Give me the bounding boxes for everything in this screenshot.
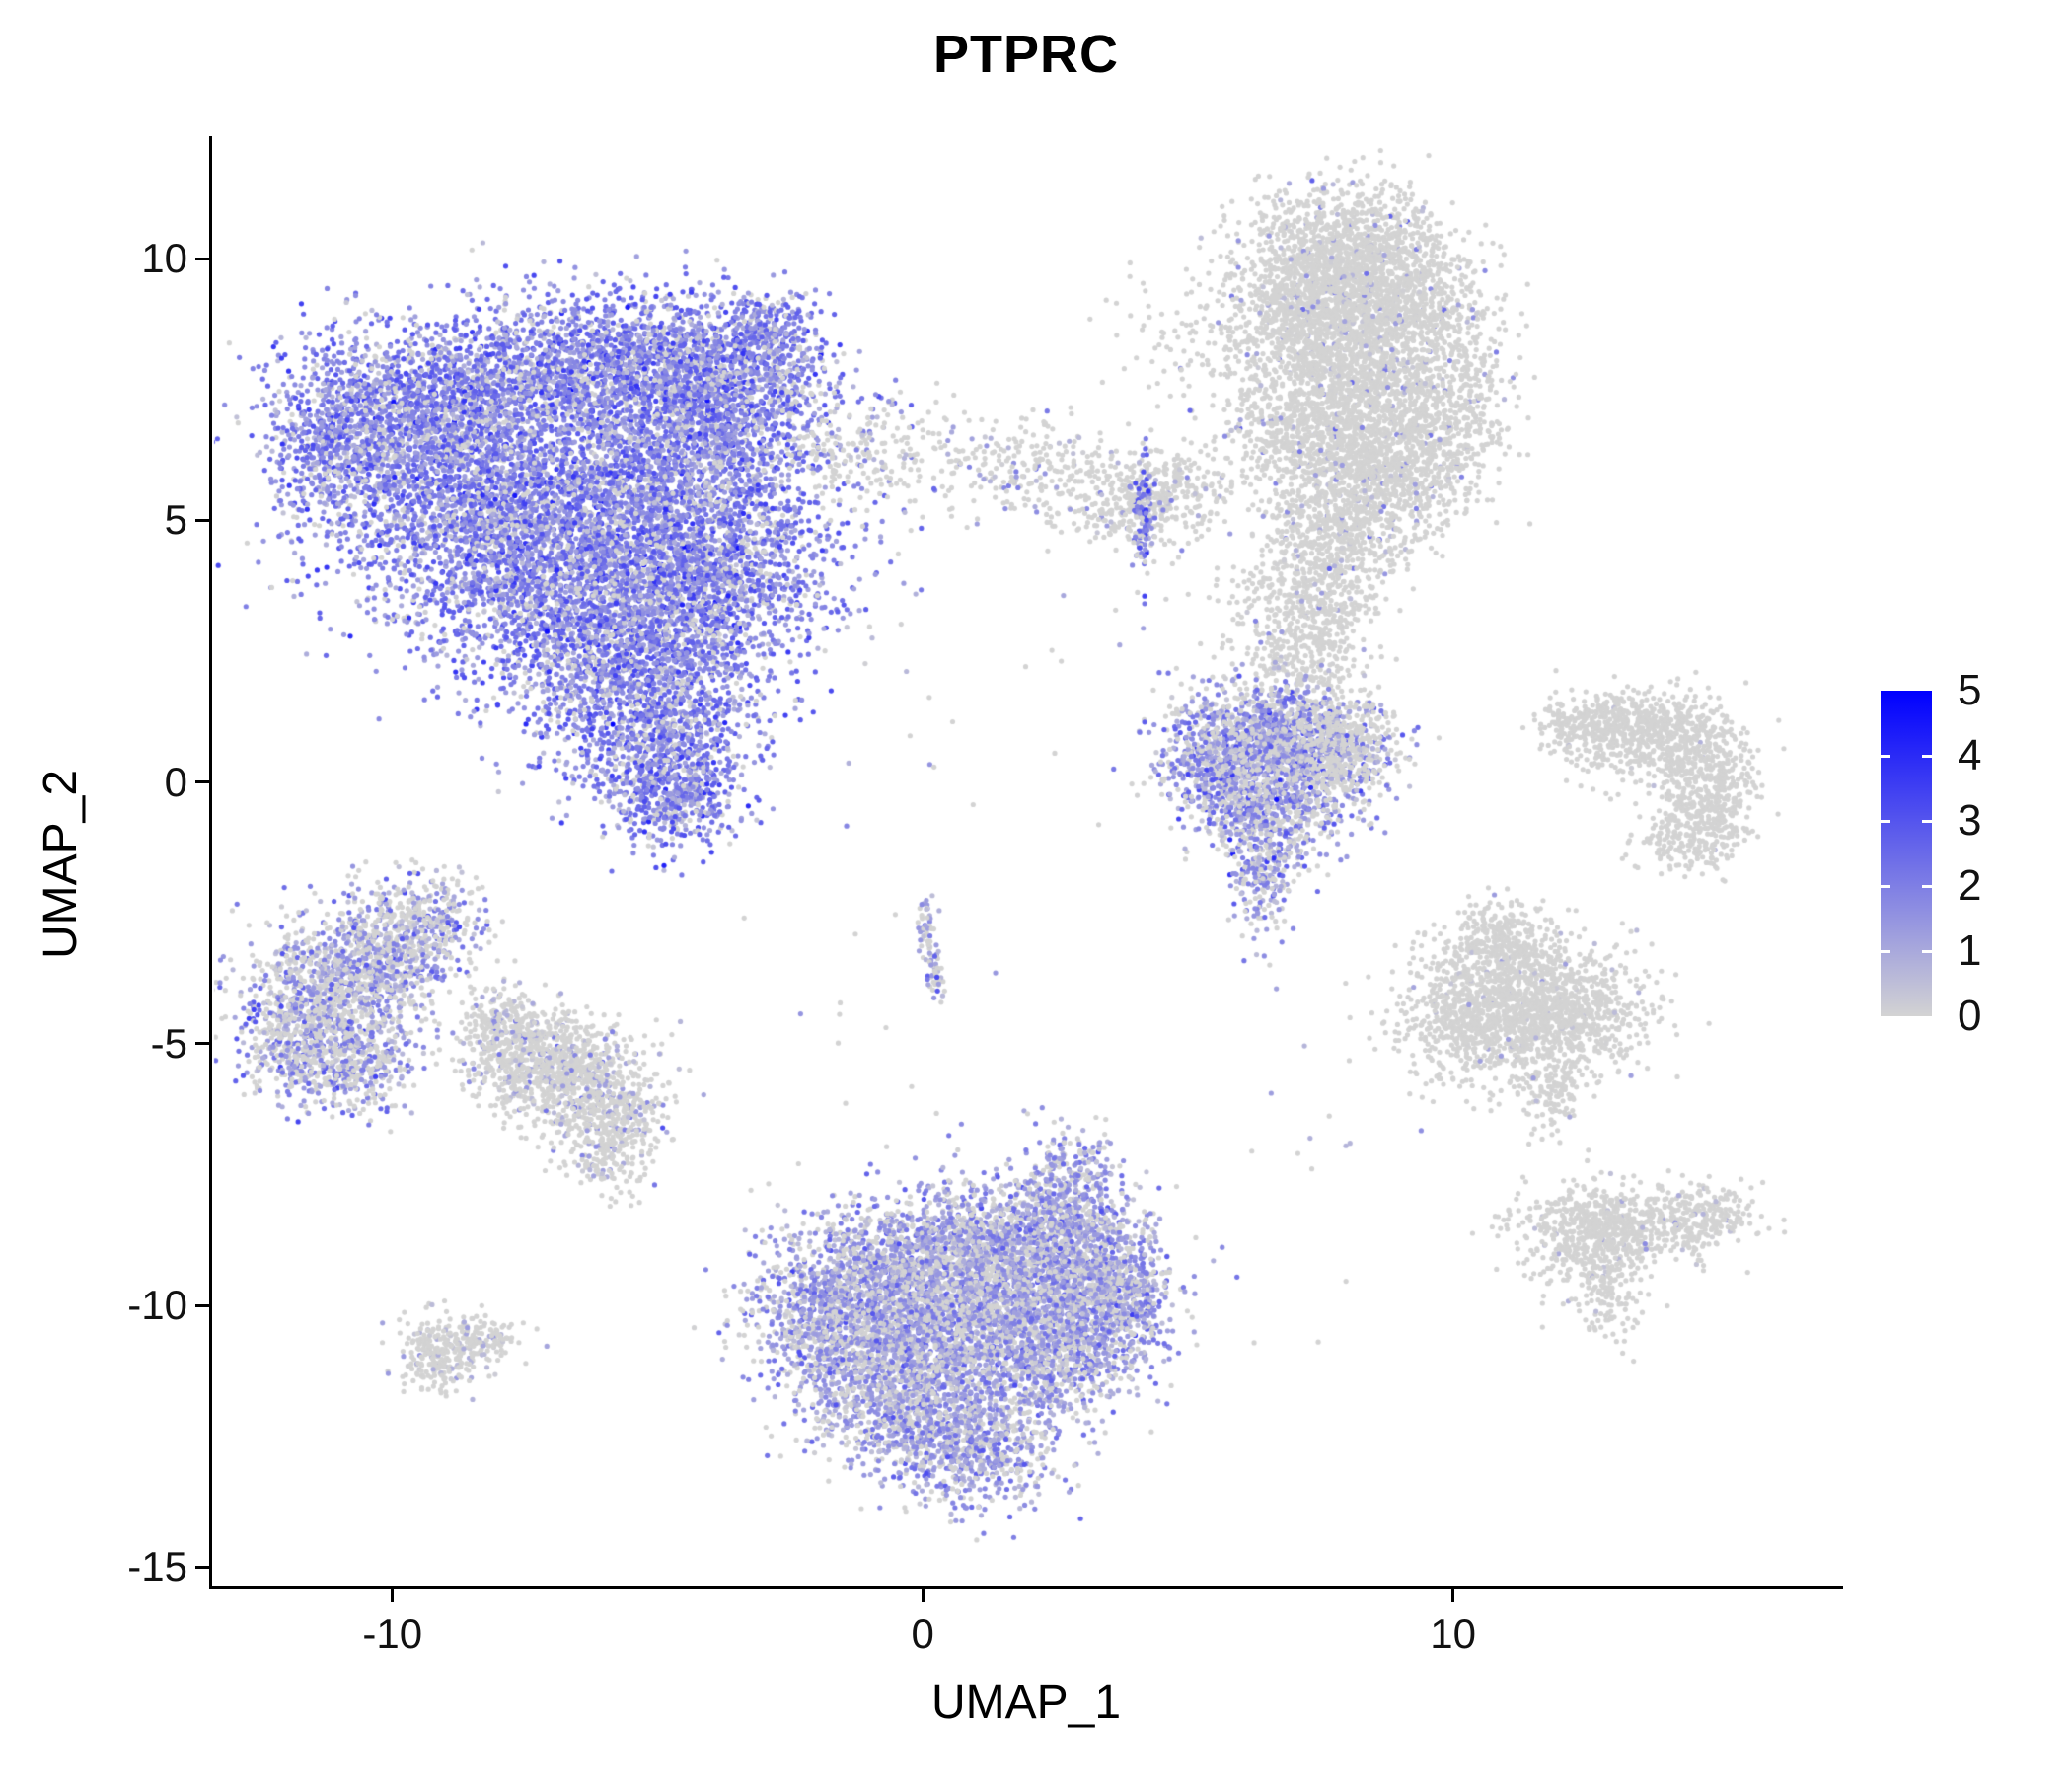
legend-tick-label: 3 [1958, 796, 1982, 845]
x-axis-tick-label: 10 [1430, 1610, 1476, 1657]
x-axis-tick-label: -10 [362, 1610, 423, 1657]
legend-tick-mark [1881, 949, 1890, 953]
y-axis-tick-label: -10 [127, 1282, 187, 1329]
y-axis-tick-mark [195, 1042, 209, 1046]
y-axis-tick-mark [195, 1565, 209, 1569]
y-axis-tick-label: 10 [141, 235, 187, 282]
x-axis-line [209, 1586, 1843, 1589]
legend-tick-label: 2 [1958, 861, 1982, 910]
x-axis-tick-mark [1451, 1589, 1455, 1602]
legend-tick-label: 5 [1958, 666, 1982, 714]
x-axis-tick-mark [391, 1589, 395, 1602]
x-axis-tick-label: 0 [911, 1610, 934, 1657]
legend-tick-mark [1922, 819, 1932, 823]
y-axis-tick-mark [195, 1303, 209, 1307]
legend-tick-mark [1922, 754, 1932, 758]
legend-gradient-bar [1881, 691, 1932, 1016]
y-axis-tick-mark [195, 257, 209, 260]
y-axis-tick-mark [195, 780, 209, 784]
y-axis-tick-label: 5 [164, 496, 187, 544]
y-axis-tick-label: -15 [127, 1543, 187, 1591]
legend-tick-mark [1881, 754, 1890, 758]
y-axis-line [209, 136, 212, 1589]
legend-tick-mark [1881, 884, 1890, 888]
legend-tick-mark [1922, 884, 1932, 888]
x-axis-title: UMAP_1 [930, 1676, 1122, 1729]
legend-tick-label: 1 [1958, 926, 1982, 975]
x-axis-tick-mark [921, 1589, 925, 1602]
legend-tick-mark [1881, 819, 1890, 823]
y-axis-tick-label: -5 [150, 1019, 187, 1067]
legend-tick-mark [1922, 949, 1932, 953]
y-axis-title: UMAP_2 [35, 769, 87, 960]
y-axis-tick-mark [195, 518, 209, 522]
y-axis-tick-label: 0 [164, 758, 187, 805]
legend-tick-label: 4 [1958, 731, 1982, 779]
legend-tick-label: 0 [1958, 992, 1982, 1040]
plot-title: PTPRC [932, 25, 1119, 84]
